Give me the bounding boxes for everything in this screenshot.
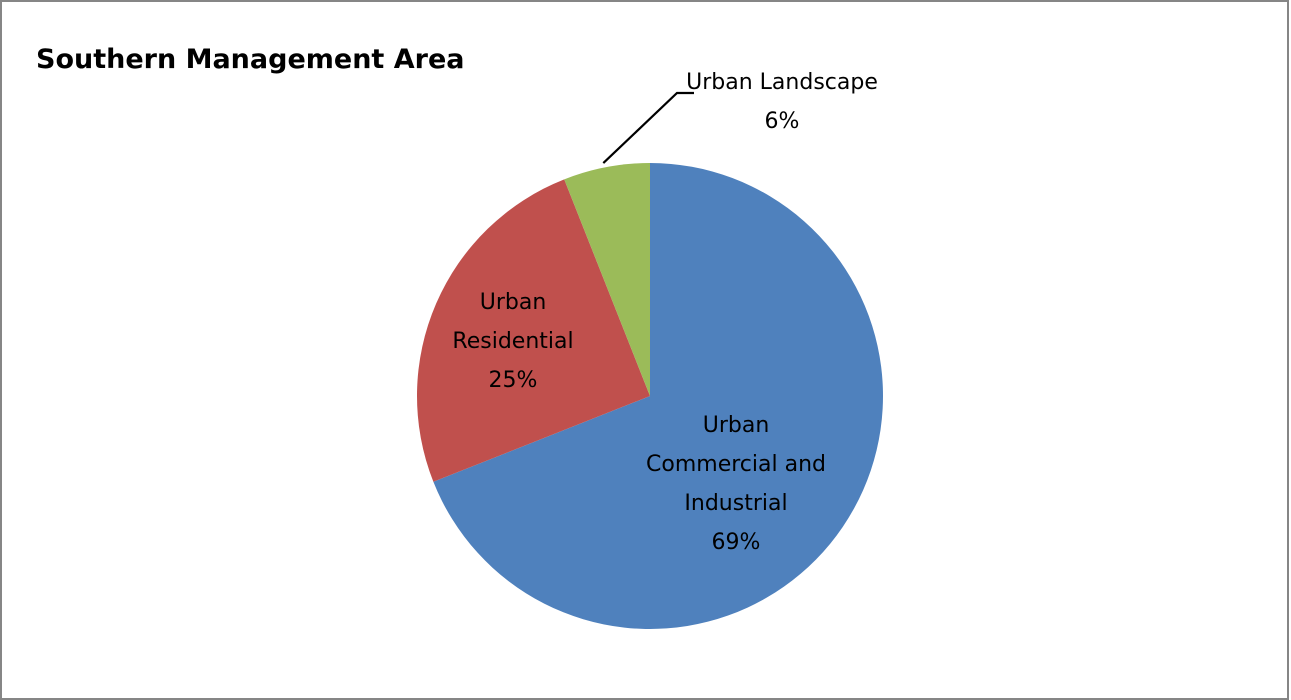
slice-category-label: Urban — [703, 413, 770, 438]
slice-value-label: 69% — [712, 530, 761, 555]
slice-category-label: Industrial — [684, 491, 787, 516]
slice-value-label: 6% — [765, 109, 800, 134]
slice-value-label: 25% — [489, 368, 538, 393]
slice-category-label: Commercial and — [646, 452, 826, 477]
slice-category-label: Urban — [480, 290, 547, 315]
slice-labels: Urban Commercial and Industrial 69% Urban Res… — [452, 70, 877, 555]
slice-category-label: Urban Landscape — [686, 70, 878, 95]
pie-slice-urban-residential — [416, 179, 650, 482]
slice-category-label: Residential — [452, 329, 573, 354]
pie-slice-urban-landscape — [564, 163, 650, 396]
chart-title: Southern Management Area — [36, 44, 464, 75]
pie-slices — [416, 163, 883, 629]
pie-slice-urban-commercial-and-industrial — [433, 163, 883, 629]
leader-line — [602, 91, 694, 164]
